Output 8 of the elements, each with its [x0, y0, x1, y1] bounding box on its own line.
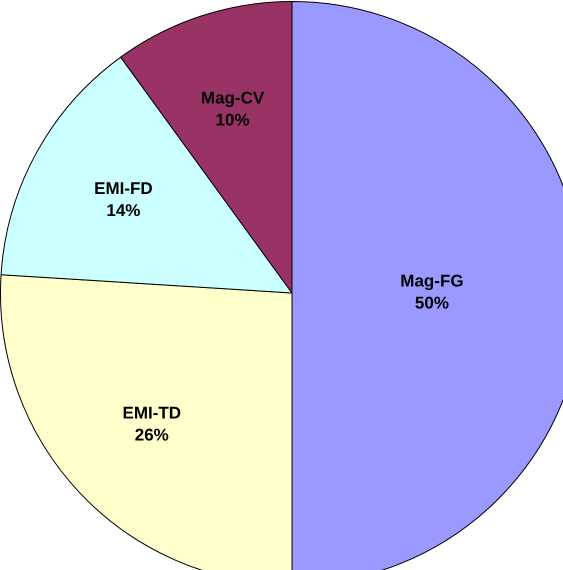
slice-label: Mag-FG	[400, 272, 464, 291]
slice-label: EMI-TD	[122, 403, 182, 422]
data-label: 26%	[134, 425, 169, 444]
data-label: 50%	[414, 294, 449, 313]
data-label: 10%	[216, 110, 250, 130]
slice-label: EMI-FD	[94, 179, 153, 198]
slice-label: Mag-CV	[200, 88, 265, 108]
data-label: 14%	[106, 201, 140, 220]
